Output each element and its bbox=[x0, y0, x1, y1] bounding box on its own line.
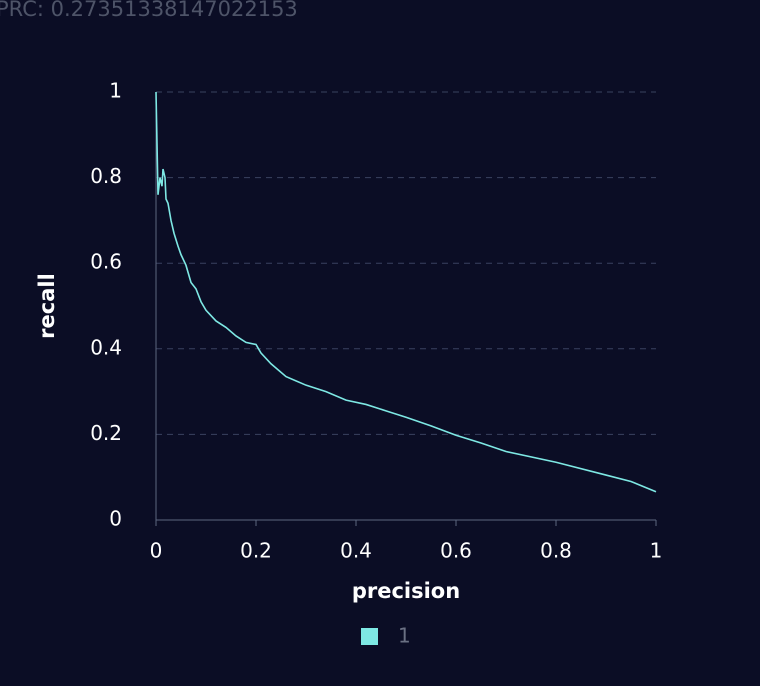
y-tick-label: 0.6 bbox=[90, 250, 122, 274]
y-tick-label: 0.2 bbox=[90, 421, 122, 445]
legend-swatch bbox=[361, 628, 378, 645]
x-tick-label: 0 bbox=[150, 539, 163, 563]
chart-title: PRC: 0.27351338147022153 bbox=[0, 0, 298, 21]
x-tick-label: 0.4 bbox=[340, 539, 372, 563]
y-tick-label: 1 bbox=[109, 79, 122, 103]
line bbox=[155, 91, 657, 493]
y-axis-label: recall bbox=[35, 273, 59, 339]
x-tick-label: 1 bbox=[650, 539, 663, 563]
y-tick-label: 0.8 bbox=[90, 164, 122, 188]
legend-label: 1 bbox=[398, 624, 411, 648]
x-axis-label: precision bbox=[352, 579, 460, 603]
y-tick-label: 0.4 bbox=[90, 335, 122, 359]
x-tick-label: 0.8 bbox=[540, 539, 572, 563]
x-tick-label: 0.6 bbox=[440, 539, 472, 563]
x-tick-label: 0.2 bbox=[240, 539, 272, 563]
y-tick-label: 0 bbox=[109, 507, 122, 531]
